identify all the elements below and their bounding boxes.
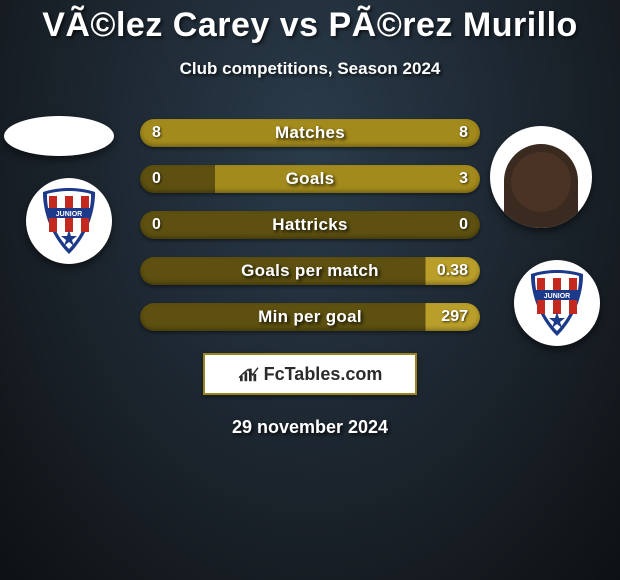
stat-value-left: 0 xyxy=(152,170,188,188)
stat-label: Matches xyxy=(275,123,345,143)
date-text: 29 november 2024 xyxy=(0,417,620,438)
infographic-content: VÃ©lez Carey vs PÃ©rez Murillo Club comp… xyxy=(0,0,620,438)
chart-icon xyxy=(238,365,260,383)
stat-row: Min per goal 297 xyxy=(140,303,480,331)
brand-box: FcTables.com xyxy=(203,353,417,395)
player-left-avatar xyxy=(4,116,114,156)
stat-value-right: 8 xyxy=(432,124,468,142)
stat-value-right: 0.38 xyxy=(432,262,468,280)
stat-label: Goals xyxy=(286,169,335,189)
shield-label: JUNIOR xyxy=(56,211,82,218)
club-logo-left: JUNIOR xyxy=(26,178,112,264)
stat-value-right: 0 xyxy=(432,216,468,234)
stat-row: Goals per match 0.38 xyxy=(140,257,480,285)
stat-label: Hattricks xyxy=(272,215,347,235)
club-logo-right: JUNIOR xyxy=(514,260,600,346)
comparison-title: VÃ©lez Carey vs PÃ©rez Murillo xyxy=(0,0,620,45)
stat-value-right: 297 xyxy=(432,308,468,326)
shield-icon: JUNIOR xyxy=(39,186,99,256)
brand-text: FcTables.com xyxy=(264,364,383,385)
stat-value-left: 8 xyxy=(152,124,188,142)
shield-label: JUNIOR xyxy=(544,293,570,300)
shield-icon: JUNIOR xyxy=(527,268,587,338)
stat-label: Min per goal xyxy=(258,307,362,327)
stat-value-left: 0 xyxy=(152,216,188,234)
stat-row: 0 Hattricks 0 xyxy=(140,211,480,239)
stat-label: Goals per match xyxy=(241,261,379,281)
player-right-silhouette xyxy=(504,144,578,228)
subtitle: Club competitions, Season 2024 xyxy=(0,59,620,79)
stat-row: 8 Matches 8 xyxy=(140,119,480,147)
stat-value-right: 3 xyxy=(432,170,468,188)
player-right-avatar xyxy=(490,126,592,228)
stat-row: 0 Goals 3 xyxy=(140,165,480,193)
